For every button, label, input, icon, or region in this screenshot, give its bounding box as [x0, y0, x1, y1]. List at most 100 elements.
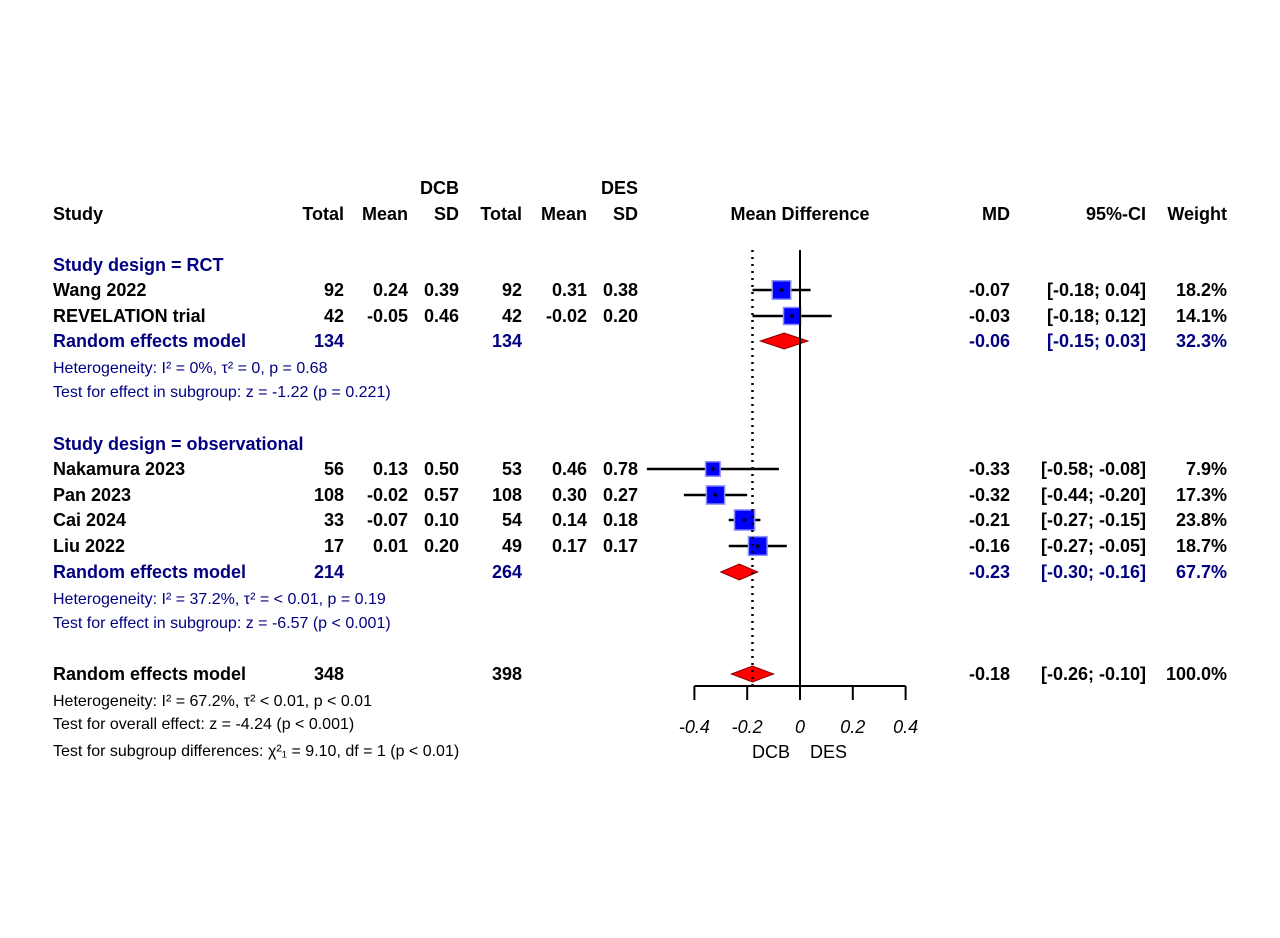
study-name: Wang 2022: [53, 280, 146, 300]
des-total: 42: [502, 306, 522, 326]
study-name: Pan 2023: [53, 485, 131, 505]
header-des-total: Total: [480, 204, 522, 224]
point-estimate: [713, 493, 718, 497]
dcb-mean: -0.05: [367, 306, 408, 326]
pooled-diamond: [719, 563, 760, 581]
ci-value: [-0.27; -0.05]: [1041, 536, 1146, 556]
subgroup-effect-test: Test for effect in subgroup: z = -6.57 (…: [53, 615, 391, 632]
des-total: 49: [502, 536, 522, 556]
ci-value: [-0.18; 0.12]: [1047, 306, 1146, 326]
weight-value: 14.1%: [1176, 306, 1227, 326]
study-name: Cai 2024: [53, 510, 126, 530]
des-sd: 0.78: [603, 459, 638, 479]
header-md: MD: [982, 204, 1010, 224]
subgroup-differences-test: Test for subgroup differences: χ²₁ = 9.1…: [53, 743, 459, 760]
md-value: -0.33: [969, 459, 1010, 479]
md-value: -0.32: [969, 485, 1010, 505]
dcb-sd: 0.57: [424, 485, 459, 505]
md-value: -0.18: [969, 664, 1010, 684]
md-value: -0.16: [969, 536, 1010, 556]
x-tick-label: -0.4: [679, 717, 710, 737]
subgroup-heterogeneity: Heterogeneity: I² = 0%, τ² = 0, p = 0.68: [53, 360, 328, 377]
header-des-mean: Mean: [541, 204, 587, 224]
subgroup-effect-test: Test for effect in subgroup: z = -1.22 (…: [53, 384, 391, 401]
header-dcb-sd: SD: [434, 204, 459, 224]
dcb-sd: 0.46: [424, 306, 459, 326]
des-total: 54: [502, 510, 522, 530]
study-name: Nakamura 2023: [53, 459, 185, 479]
weight-value: 32.3%: [1176, 331, 1227, 351]
dcb-mean: 0.24: [373, 280, 408, 300]
dcb-total: 108: [314, 485, 344, 505]
overall-model-label: Random effects model: [53, 664, 246, 684]
x-tick-label: 0: [795, 717, 805, 737]
header-dcb-mean: Mean: [362, 204, 408, 224]
des-mean: 0.30: [552, 485, 587, 505]
dcb-sd: 0.39: [424, 280, 459, 300]
header-des-sd: SD: [613, 204, 638, 224]
header-ci: 95%-CI: [1086, 204, 1146, 224]
des-sd: 0.38: [603, 280, 638, 300]
header-dcb: DCB: [420, 178, 459, 198]
des-mean: 0.17: [552, 536, 587, 556]
subgroup-label: Study design = observational: [53, 434, 304, 454]
dcb-sd: 0.10: [424, 510, 459, 530]
subgroup-des-total: 264: [492, 562, 522, 582]
overall-dcb-total: 348: [314, 664, 344, 684]
subgroup-dcb-total: 134: [314, 331, 344, 351]
weight-value: 23.8%: [1176, 510, 1227, 530]
des-mean: 0.31: [552, 280, 587, 300]
pooled-diamond: [729, 665, 776, 683]
x-tick-label: -0.2: [732, 717, 763, 737]
point-estimate: [790, 314, 794, 318]
subgroup-model-label: Random effects model: [53, 331, 246, 351]
ci-value: [-0.15; 0.03]: [1047, 331, 1146, 351]
x-label-des: DES: [810, 742, 847, 762]
des-sd: 0.27: [603, 485, 638, 505]
pooled-diamond: [758, 332, 810, 350]
header-plot: Mean Difference: [730, 204, 869, 224]
subgroup-dcb-total: 214: [314, 562, 344, 582]
dcb-mean: 0.01: [373, 536, 408, 556]
weight-value: 18.2%: [1176, 280, 1227, 300]
ci-value: [-0.27; -0.15]: [1041, 510, 1146, 530]
dcb-total: 33: [324, 510, 344, 530]
dcb-mean: -0.02: [367, 485, 408, 505]
marks: -0.4 -0.2 0 0.2 0.4 DCB DES: [646, 250, 918, 762]
md-value: -0.21: [969, 510, 1010, 530]
des-sd: 0.18: [603, 510, 638, 530]
header-dcb-total: Total: [302, 204, 344, 224]
point-estimate: [711, 467, 715, 471]
md-value: -0.06: [969, 331, 1010, 351]
header-study: Study: [53, 204, 103, 224]
dcb-sd: 0.50: [424, 459, 459, 479]
x-tick-label: 0.4: [893, 717, 918, 737]
point-estimate: [779, 288, 784, 292]
x-tick-label: 0.2: [840, 717, 865, 737]
dcb-total: 17: [324, 536, 344, 556]
subgroup-heterogeneity: Heterogeneity: I² = 37.2%, τ² = < 0.01, …: [53, 591, 386, 608]
dcb-total: 92: [324, 280, 344, 300]
ci-value: [-0.26; -0.10]: [1041, 664, 1146, 684]
overall-des-total: 398: [492, 664, 522, 684]
des-total: 92: [502, 280, 522, 300]
ci-value: [-0.18; 0.04]: [1047, 280, 1146, 300]
point-estimate: [742, 518, 747, 522]
subgroup-model-label: Random effects model: [53, 562, 246, 582]
overall-heterogeneity: Heterogeneity: I² = 67.2%, τ² < 0.01, p …: [53, 693, 372, 710]
header-weight: Weight: [1167, 204, 1227, 224]
weight-value: 17.3%: [1176, 485, 1227, 505]
dcb-total: 42: [324, 306, 344, 326]
md-value: -0.23: [969, 562, 1010, 582]
header: DCB DES Study Total Mean SD Total Mean S…: [53, 178, 1227, 224]
weight-value: 67.7%: [1176, 562, 1227, 582]
overall-effect-test: Test for overall effect: z = -4.24 (p < …: [53, 716, 354, 733]
dcb-sd: 0.20: [424, 536, 459, 556]
ci-value: [-0.58; -0.08]: [1041, 459, 1146, 479]
dcb-mean: 0.13: [373, 459, 408, 479]
des-mean: 0.14: [552, 510, 587, 530]
ci-value: [-0.44; -0.20]: [1041, 485, 1146, 505]
subgroup-label: Study design = RCT: [53, 255, 224, 275]
des-sd: 0.17: [603, 536, 638, 556]
